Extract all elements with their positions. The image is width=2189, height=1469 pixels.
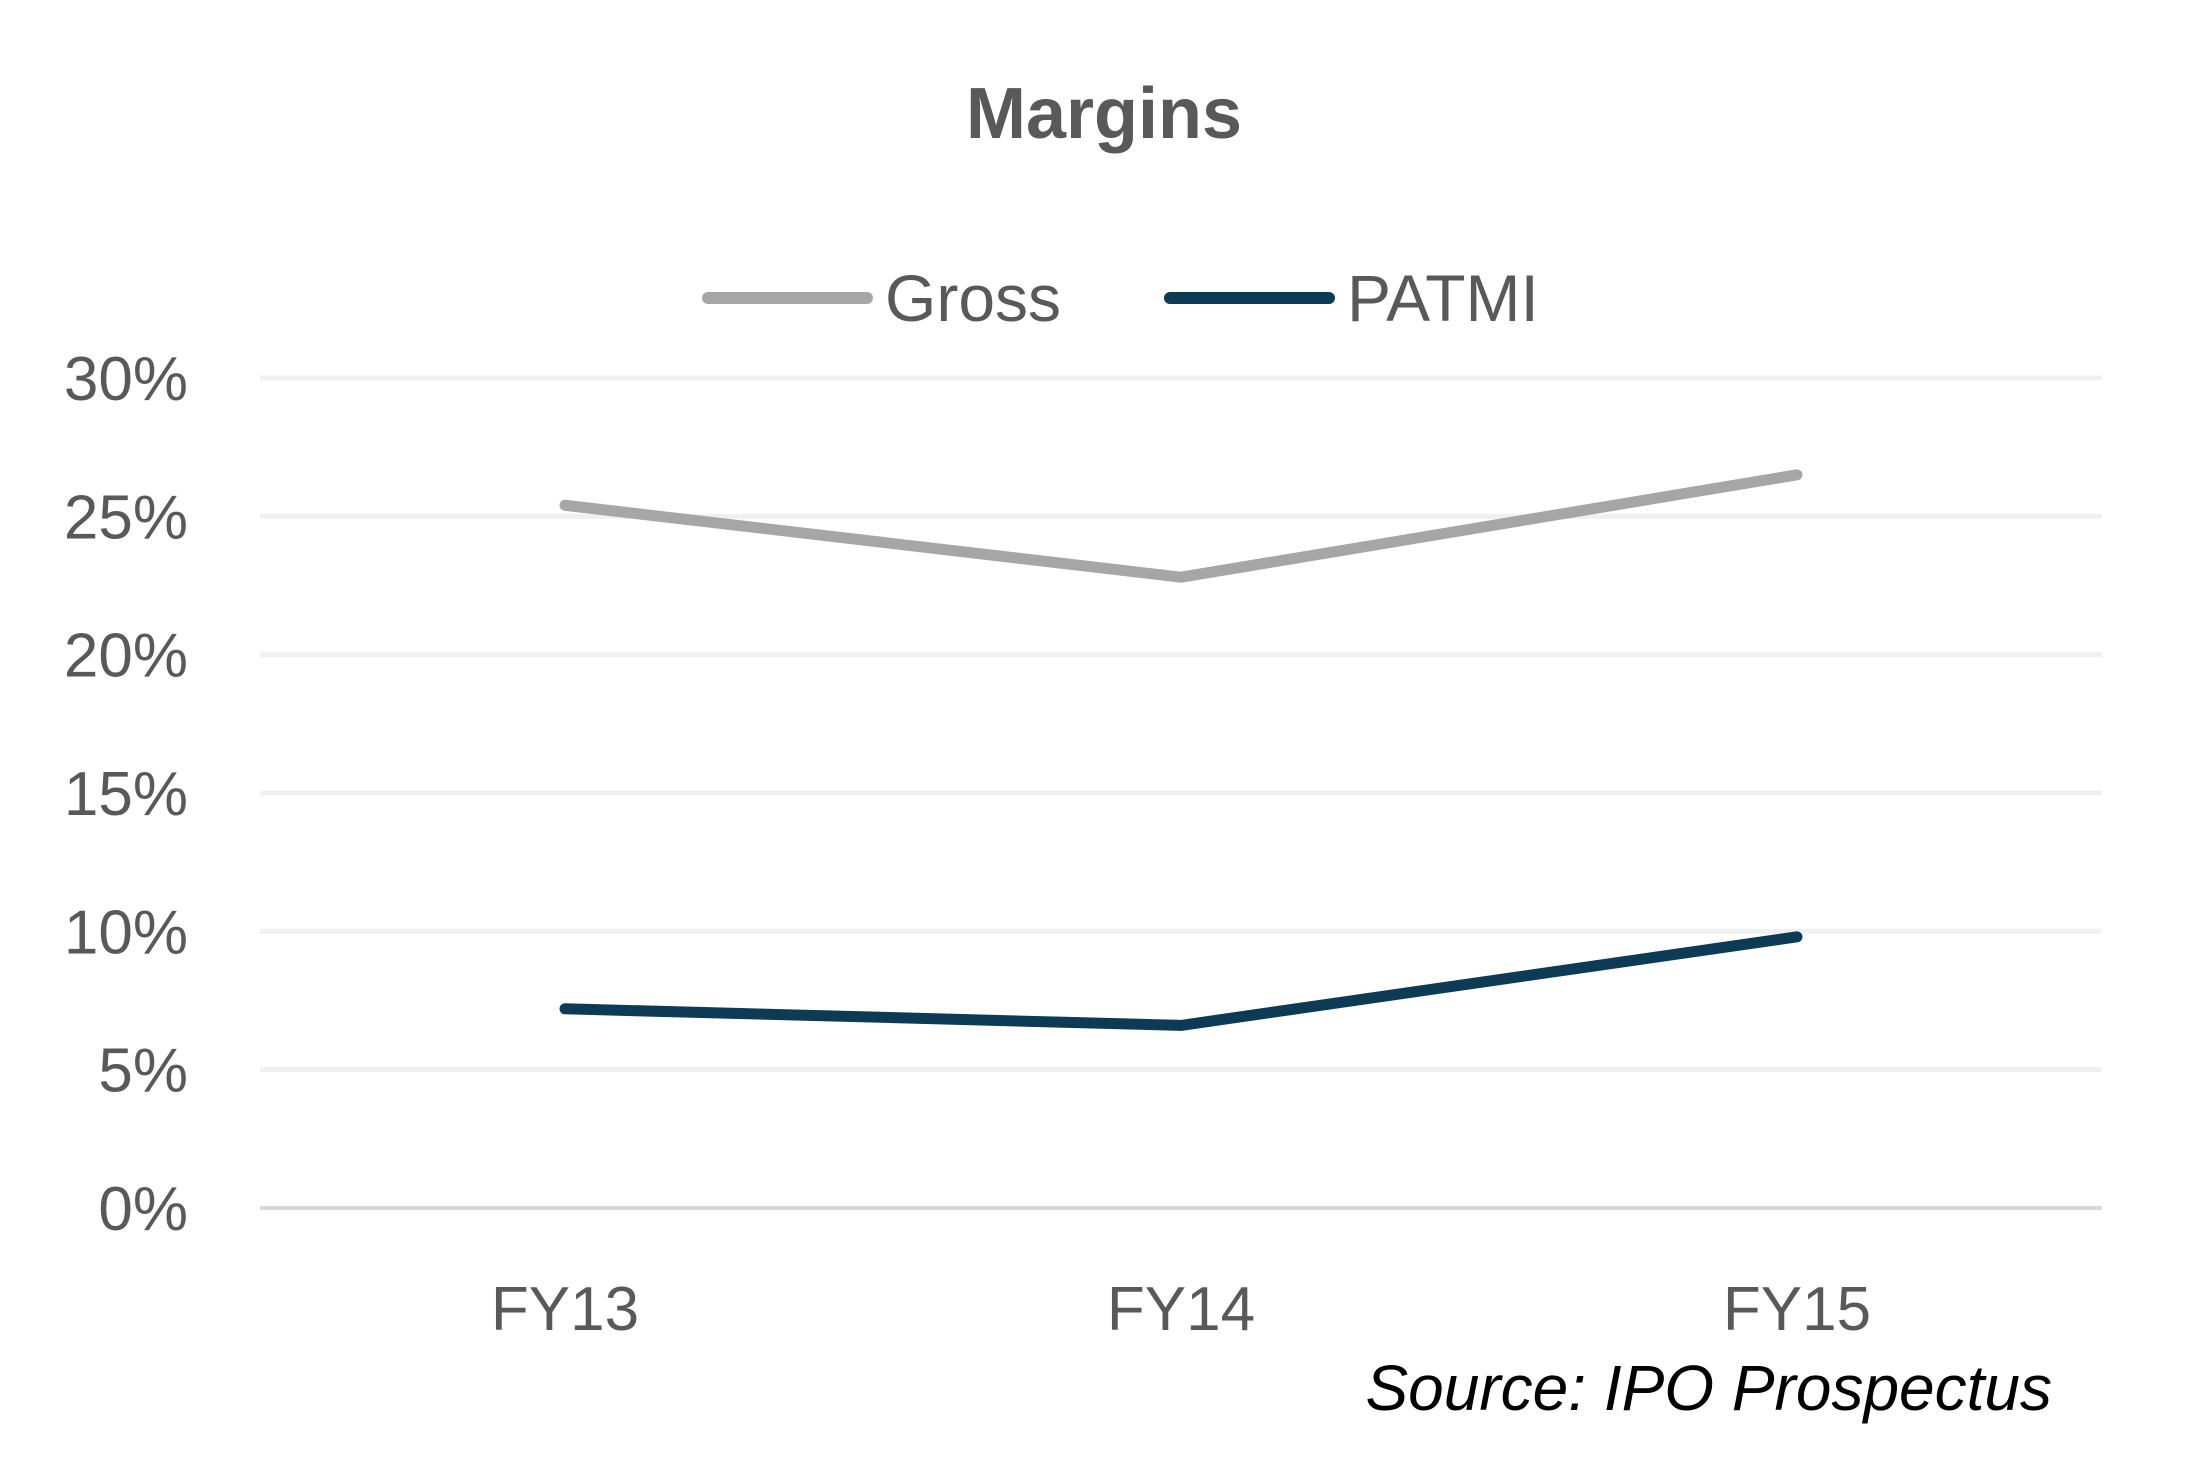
series-line-patmi [559, 931, 1803, 1031]
x-tick-label: FY13 [491, 1275, 639, 1344]
y-axis-tick-labels: 0% 5% 10% 15% 20% 25% 30% [64, 345, 188, 1244]
legend-label-gross: Gross [885, 261, 1061, 335]
y-tick-label: 10% [64, 898, 188, 967]
x-tick-label: FY15 [1723, 1275, 1871, 1344]
gridlines [260, 375, 2102, 1210]
source-note: Source: IPO Prospectus [1365, 1352, 2052, 1424]
x-tick-label: FY14 [1107, 1275, 1255, 1344]
legend-label-patmi: PATMI [1347, 261, 1539, 335]
chart-title: Margins [966, 74, 1242, 154]
series-lines [559, 469, 1803, 1031]
y-tick-label: 20% [64, 622, 188, 691]
y-tick-label: 15% [64, 760, 188, 829]
x-axis-tick-labels: FY13 FY14 FY15 [491, 1275, 1871, 1344]
legend: Gross PATMI [702, 261, 1539, 335]
y-tick-label: 5% [98, 1037, 188, 1106]
series-line-gross [559, 469, 1803, 583]
y-tick-label: 0% [98, 1175, 188, 1244]
y-tick-label: 30% [64, 345, 188, 414]
y-tick-label: 25% [64, 483, 188, 552]
